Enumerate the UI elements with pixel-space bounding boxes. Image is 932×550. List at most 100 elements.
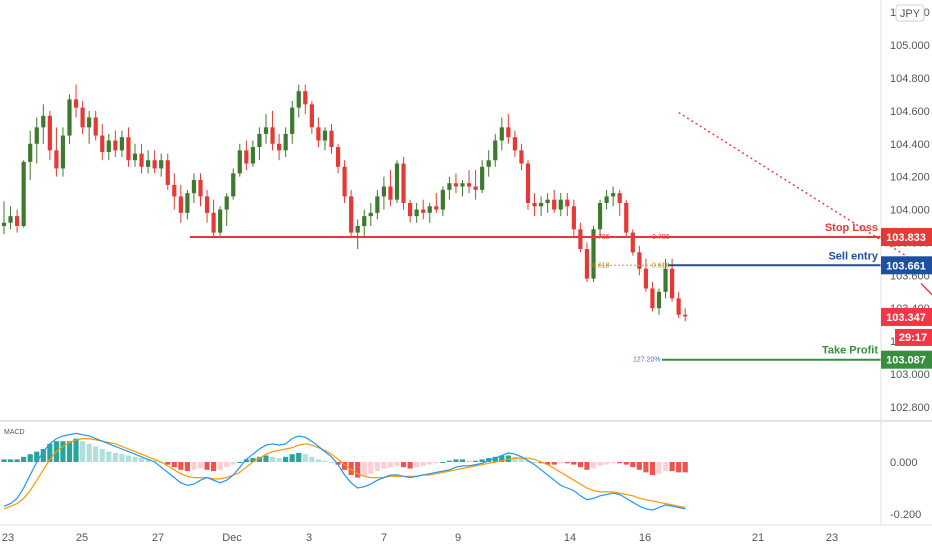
candle-body xyxy=(119,137,124,151)
candle xyxy=(414,202,419,223)
macd-histogram-bar xyxy=(381,462,387,469)
price-tags: 103.833 103.661 103.347 103.087 29:17 xyxy=(881,228,932,369)
candle xyxy=(257,127,262,161)
candle-body xyxy=(60,135,66,169)
candle xyxy=(211,199,216,236)
candle xyxy=(113,130,118,157)
macd-histogram-bar xyxy=(27,454,33,462)
macd-histogram-bar xyxy=(466,460,472,462)
macd-histogram-bar xyxy=(132,456,138,462)
candle-body xyxy=(100,135,105,152)
candle xyxy=(493,133,498,167)
candle xyxy=(683,308,688,322)
candle-body xyxy=(204,196,210,213)
macd-histogram-bar xyxy=(40,449,46,462)
candle xyxy=(41,104,46,144)
macd-histogram-bar xyxy=(269,456,276,462)
candle xyxy=(388,170,393,207)
candle-body xyxy=(545,199,550,203)
candle xyxy=(204,189,210,223)
candle-body xyxy=(670,268,675,299)
macd-histogram-bar xyxy=(191,462,197,470)
candle-body xyxy=(126,137,131,161)
macd-histogram-bar xyxy=(145,459,151,462)
candle-body xyxy=(552,199,557,210)
candle xyxy=(539,196,544,217)
candle-body xyxy=(355,226,360,233)
candle xyxy=(519,143,524,171)
macd-tick: -0.200 xyxy=(890,509,921,521)
candle-body xyxy=(250,147,255,164)
candle-body xyxy=(159,160,164,169)
time-axis: 23 25 27 Dec 3 7 9 14 16 21 23 xyxy=(2,532,838,544)
macd-line xyxy=(3,432,686,511)
countdown-tag: 29:17 xyxy=(895,328,932,346)
macd-histogram-bar xyxy=(217,462,223,470)
macd-histogram-bar xyxy=(473,460,479,462)
candle-body xyxy=(152,160,157,169)
macd-histogram-bar xyxy=(197,462,204,469)
take-profit-tag-box xyxy=(881,350,932,369)
candle xyxy=(440,186,445,217)
macd-histogram-bar xyxy=(558,462,564,464)
candle-body xyxy=(93,117,98,136)
macd-histogram-bar xyxy=(531,462,538,463)
time-tick: 9 xyxy=(455,532,461,544)
candle xyxy=(237,143,242,177)
candle xyxy=(224,193,229,226)
macd-histogram-bar xyxy=(342,462,348,470)
candle xyxy=(28,130,33,180)
macd-histogram-bar xyxy=(512,456,518,462)
candle-body xyxy=(244,150,249,164)
fib-label: 0.786 xyxy=(652,234,670,241)
candle xyxy=(525,160,531,210)
candle-body xyxy=(539,202,544,207)
candle-body xyxy=(630,232,635,253)
macd-histogram-bar xyxy=(676,462,682,473)
candle-body xyxy=(335,147,341,167)
macd-histogram-bar xyxy=(387,462,394,468)
candle-body xyxy=(237,150,242,174)
price-tick: 103.000 xyxy=(890,369,930,381)
price-tick: 102.800 xyxy=(890,402,930,414)
candle-body xyxy=(309,104,314,128)
candle-body xyxy=(617,193,622,203)
time-tick: 23 xyxy=(826,532,838,544)
stop-loss-label: Stop Loss xyxy=(825,222,878,234)
macd-histogram-bar xyxy=(66,441,73,462)
candle xyxy=(565,193,570,217)
candle-body xyxy=(224,196,229,210)
candle-body xyxy=(401,163,406,203)
symbol-badge-label: JPY xyxy=(900,8,921,20)
candle xyxy=(558,193,563,217)
macd-histogram-bar xyxy=(427,462,433,465)
macd-histogram-bar xyxy=(335,462,341,465)
macd-histogram-bar xyxy=(250,458,256,462)
candle-body xyxy=(87,117,92,128)
candle xyxy=(34,117,39,164)
candle-body xyxy=(525,163,531,203)
time-tick: Dec xyxy=(222,532,242,544)
candle-body xyxy=(375,196,380,213)
candle xyxy=(218,206,223,236)
candle xyxy=(466,170,472,194)
candle-body xyxy=(453,183,459,187)
candle-body xyxy=(519,150,524,164)
candle xyxy=(545,193,550,213)
candle xyxy=(231,168,236,200)
candle xyxy=(54,127,59,177)
sell-entry-tag-text: 103.661 xyxy=(886,260,926,272)
candle xyxy=(637,245,642,276)
candle-body xyxy=(394,163,400,200)
candle xyxy=(656,288,662,315)
candle-body xyxy=(218,209,223,233)
macd-histogram-bar xyxy=(1,459,7,462)
candle xyxy=(303,84,308,115)
candle xyxy=(552,189,557,213)
candle xyxy=(499,117,504,151)
candle xyxy=(597,199,603,236)
candle-body xyxy=(283,133,288,151)
symbol-badge[interactable]: JPY xyxy=(895,4,925,22)
candle xyxy=(60,127,66,177)
